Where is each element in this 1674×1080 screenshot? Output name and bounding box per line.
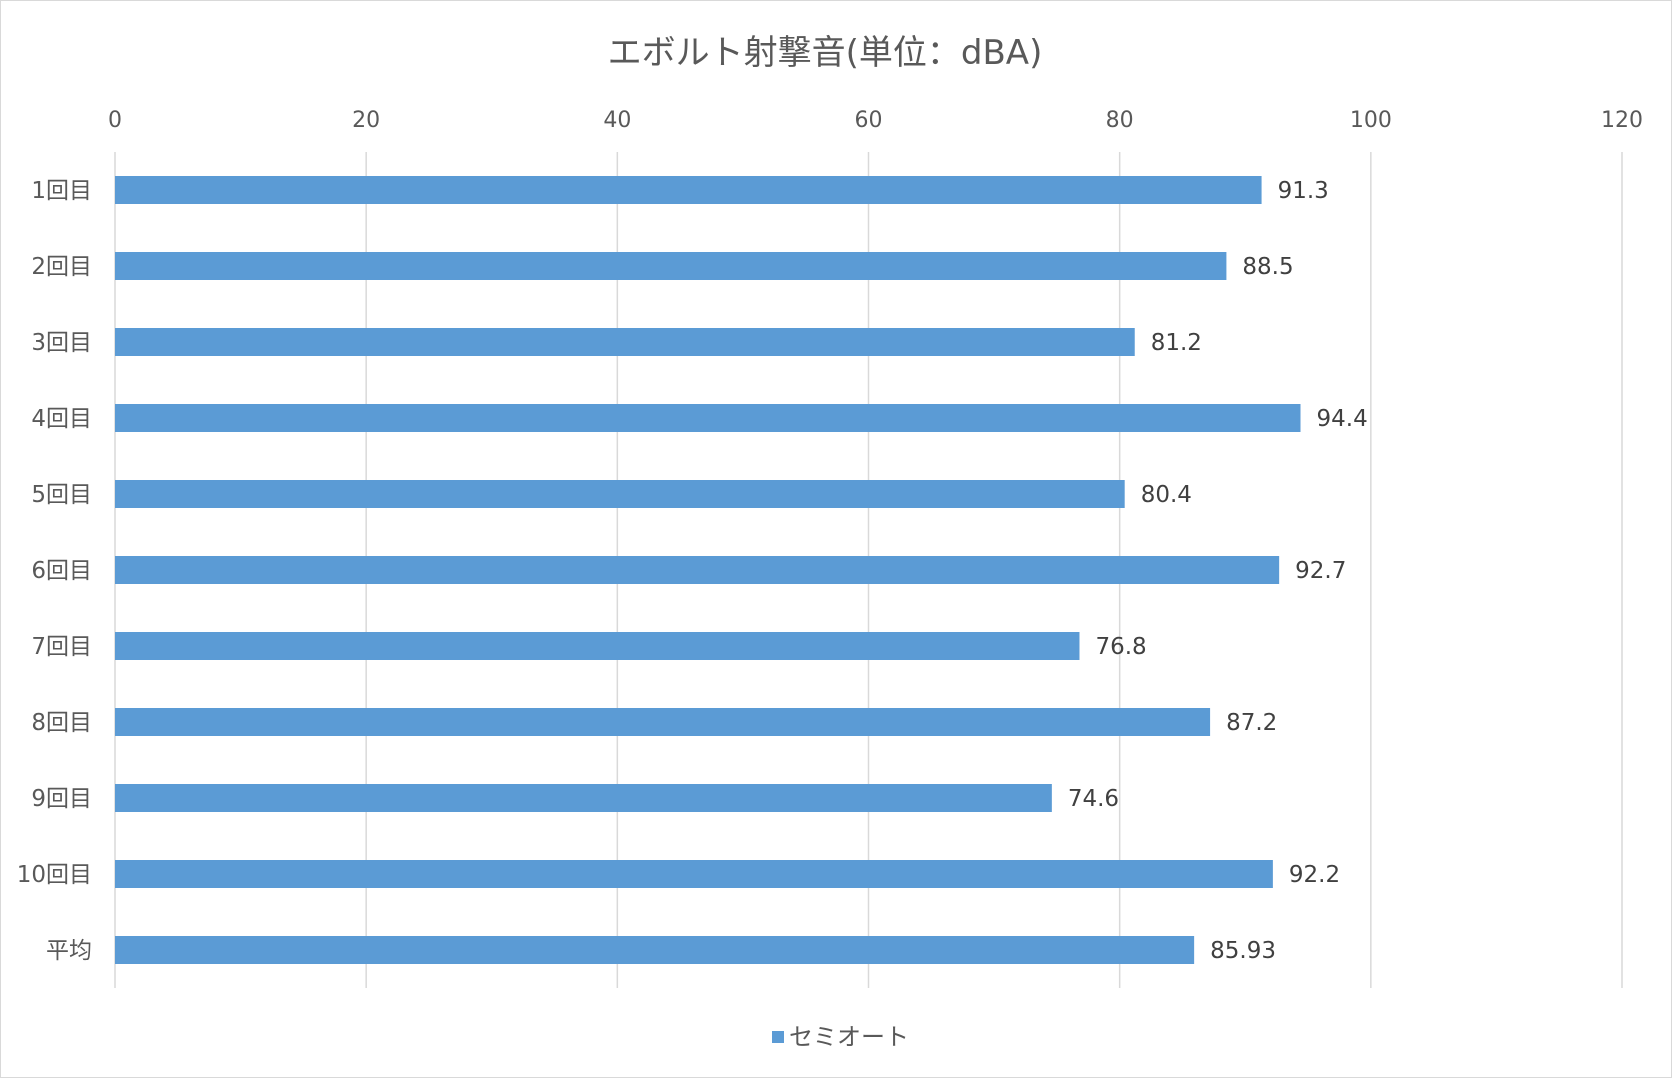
y-tick-label: 平均 xyxy=(46,938,92,964)
chart-title: エボルト射撃音(単位：dBA) xyxy=(608,33,1043,73)
y-tick-label: 6回目 xyxy=(31,558,92,584)
data-label: 74.6 xyxy=(1068,786,1119,812)
legend: セミオート xyxy=(772,1023,909,1051)
x-tick-label: 40 xyxy=(603,108,631,133)
y-tick-label: 1回目 xyxy=(31,178,92,204)
data-label: 80.4 xyxy=(1141,482,1192,508)
data-label: 87.2 xyxy=(1226,710,1277,736)
bar xyxy=(115,252,1227,280)
data-label: 92.7 xyxy=(1295,558,1346,584)
data-label: 76.8 xyxy=(1095,634,1146,660)
bar xyxy=(115,708,1211,736)
x-tick-label: 0 xyxy=(108,108,122,133)
data-label: 88.5 xyxy=(1242,254,1293,280)
bar xyxy=(115,784,1052,812)
data-label: 94.4 xyxy=(1317,406,1368,432)
y-tick-label: 3回目 xyxy=(31,330,92,356)
bar xyxy=(115,176,1262,204)
data-labels: 91.3 88.5 81.2 94.4 80.4 92.7 76.8 87.2 74.6 92.2… xyxy=(1068,178,1368,964)
data-label: 81.2 xyxy=(1151,330,1202,356)
x-tick-label: 100 xyxy=(1350,108,1392,133)
y-tick-label: 2回目 xyxy=(31,254,92,280)
x-axis-ticks: 0 20 40 60 80 100 120 xyxy=(108,108,1643,133)
data-label: 85.93 xyxy=(1210,938,1276,964)
bar xyxy=(115,556,1280,584)
legend-label: セミオート xyxy=(789,1023,909,1051)
data-label: 91.3 xyxy=(1278,178,1329,204)
bar xyxy=(115,936,1195,964)
legend-swatch xyxy=(772,1031,784,1043)
x-tick-label: 80 xyxy=(1106,108,1134,133)
bar xyxy=(115,860,1273,888)
x-tick-label: 60 xyxy=(855,108,883,133)
bar xyxy=(115,632,1080,660)
bars xyxy=(115,176,1301,964)
x-tick-label: 20 xyxy=(352,108,380,133)
y-tick-label: 7回目 xyxy=(31,634,92,660)
y-tick-label: 5回目 xyxy=(31,482,92,508)
x-tick-label: 120 xyxy=(1601,108,1643,133)
bar xyxy=(115,480,1125,508)
y-tick-label: 8回目 xyxy=(31,710,92,736)
data-label: 92.2 xyxy=(1289,862,1340,888)
y-tick-label: 9回目 xyxy=(31,786,92,812)
bar xyxy=(115,328,1135,356)
y-tick-label: 10回目 xyxy=(17,862,92,888)
bar xyxy=(115,404,1301,432)
y-tick-label: 4回目 xyxy=(31,406,92,432)
